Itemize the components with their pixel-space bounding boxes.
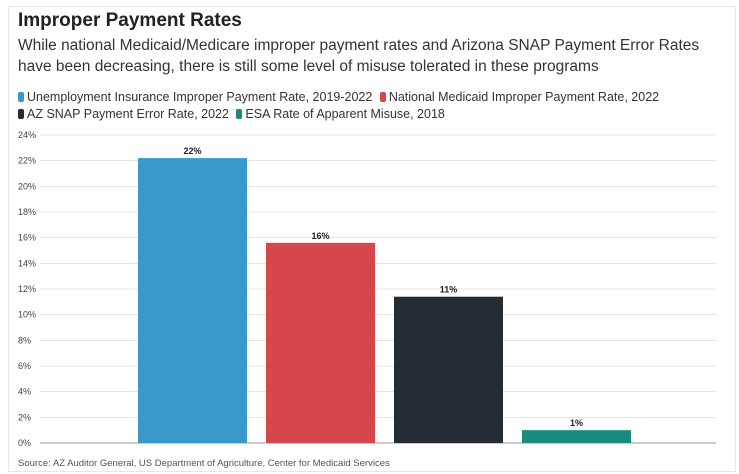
bar [522, 430, 631, 443]
legend-label: ESA Rate of Apparent Misuse, 2018 [245, 107, 445, 121]
y-tick-label: 8% [18, 335, 31, 345]
legend-item-medicaid: National Medicaid Improper Payment Rate,… [379, 89, 660, 106]
data-label: 22% [183, 146, 201, 156]
y-tick-label: 14% [18, 258, 36, 268]
data-label: 11% [440, 285, 458, 295]
bar [394, 296, 503, 443]
y-tick-label: 20% [18, 181, 36, 191]
legend-item-unemployment: Unemployment Insurance Improper Payment … [18, 89, 372, 106]
source-note: Source: AZ Auditor General, US Departmen… [18, 458, 390, 469]
y-tick-label: 24% [18, 130, 36, 140]
legend-label: National Medicaid Improper Payment Rate,… [388, 90, 660, 104]
y-tick-label: 6% [18, 361, 31, 371]
chart-frame [8, 6, 736, 472]
legend-swatch [236, 109, 243, 119]
bar [266, 242, 375, 443]
y-tick-label: 0% [18, 438, 31, 448]
legend-label: AZ SNAP Payment Error Rate, 2022 [27, 107, 229, 121]
y-tick-label: 22% [18, 156, 36, 166]
data-label: 1% [570, 418, 583, 428]
bar [138, 158, 247, 443]
chart-legend: Unemployment Insurance Improper Payment … [18, 89, 728, 123]
data-label: 16% [311, 231, 329, 241]
y-tick-label: 18% [18, 207, 36, 217]
legend-label: Unemployment Insurance Improper Payment … [27, 90, 373, 104]
y-tick-label: 12% [18, 284, 36, 294]
chart-subtitle: While national Medicaid/Medicare imprope… [18, 37, 700, 75]
y-tick-label: 16% [18, 233, 36, 243]
chart-title: Improper Payment Rates [18, 10, 242, 31]
y-tick-label: 10% [18, 310, 36, 320]
legend-item-esa: ESA Rate of Apparent Misuse, 2018 [236, 106, 445, 123]
legend-swatch [379, 92, 386, 102]
legend-swatch [18, 92, 24, 102]
y-tick-label: 2% [18, 412, 31, 422]
y-tick-label: 4% [18, 387, 31, 397]
legend-swatch [18, 109, 24, 119]
legend-item-snap: AZ SNAP Payment Error Rate, 2022 [18, 106, 229, 123]
